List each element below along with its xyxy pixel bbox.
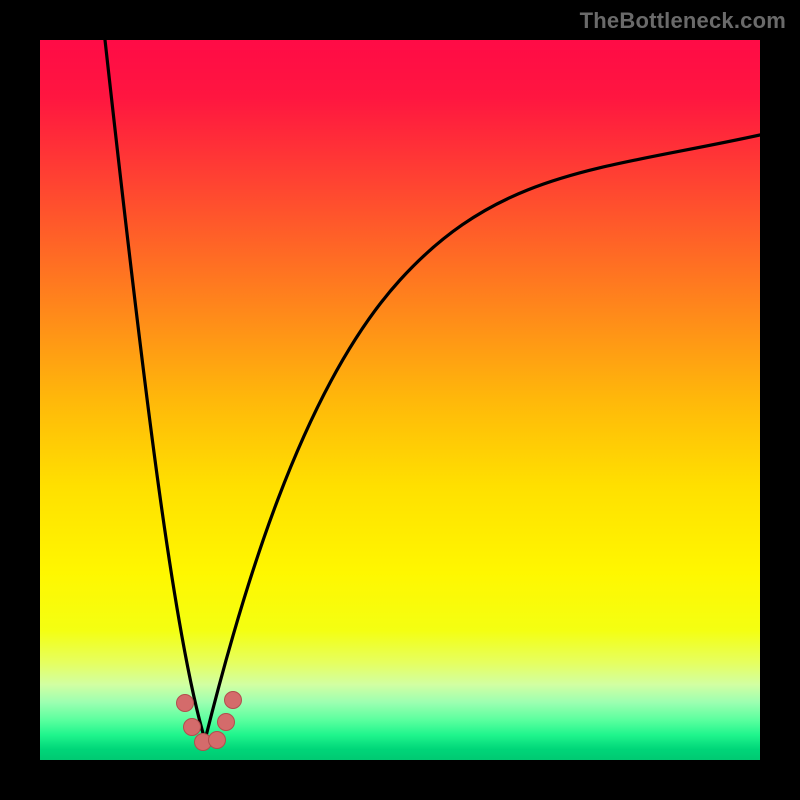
chart-svg [40,40,760,760]
valley-marker [218,714,235,731]
chart-frame: TheBottleneck.com [0,0,800,800]
watermark-text: TheBottleneck.com [580,8,786,34]
valley-marker [184,719,201,736]
valley-marker [225,692,242,709]
valley-marker [209,732,226,749]
valley-marker [177,695,194,712]
plot-area [40,40,760,760]
